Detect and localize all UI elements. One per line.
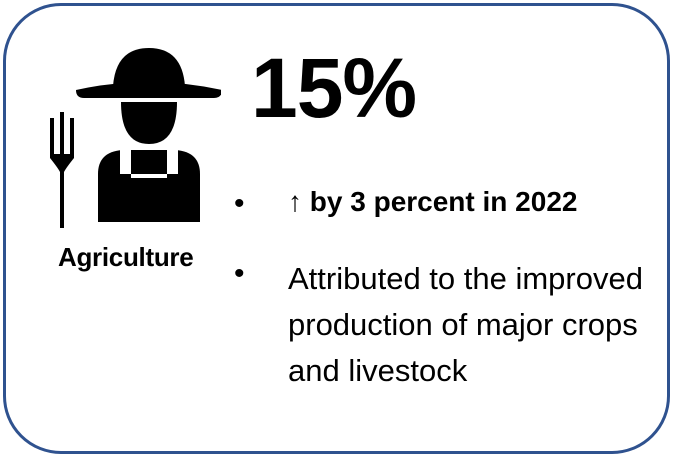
bullet-growth: ↑ by 3 percent in 2022 [288, 186, 578, 217]
bullet-dot: • [234, 257, 245, 290]
bullet-dot: • [234, 187, 245, 220]
sector-label: Agriculture [58, 242, 194, 272]
farmer-pitchfork-icon [50, 48, 221, 228]
bullet-attribution: Attributed to the improved production of… [288, 261, 643, 388]
stat-value: 15% [251, 41, 417, 135]
stat-card: Agriculture 15% • ↑ by 3 percent in 2022… [3, 3, 670, 454]
